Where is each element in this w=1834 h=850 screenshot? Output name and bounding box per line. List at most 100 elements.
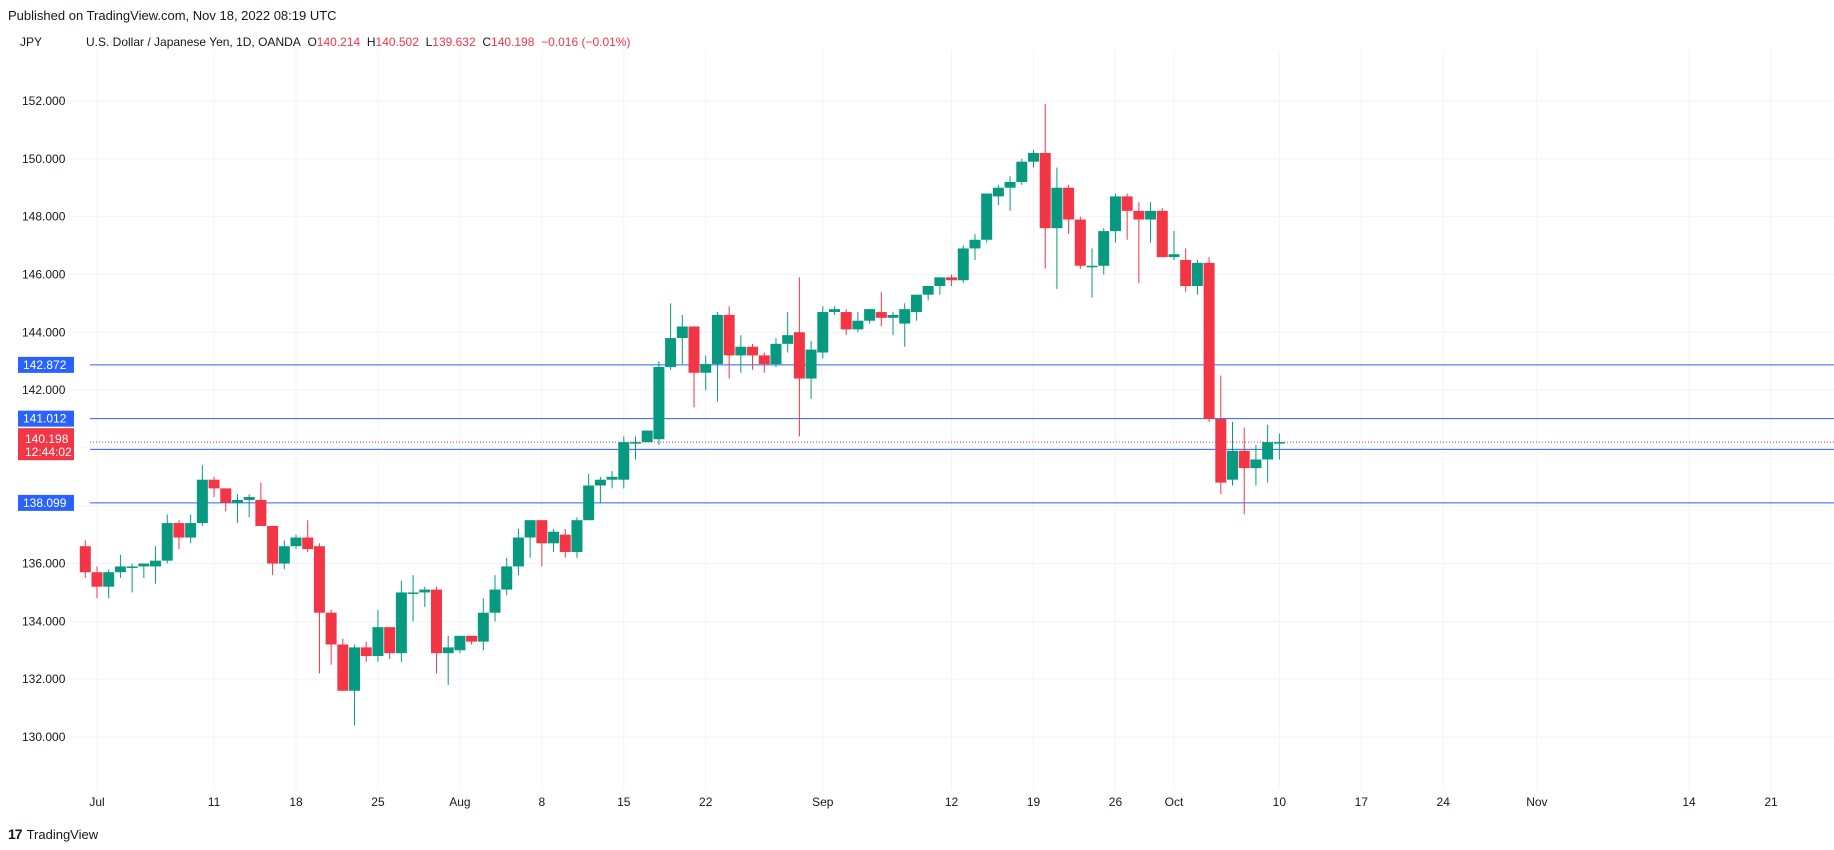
y-tick-label: 144.000 xyxy=(22,325,66,339)
price-tag-bg xyxy=(18,410,74,427)
candle-up xyxy=(477,612,489,642)
x-tick-label: Aug xyxy=(449,795,470,809)
close-label: C xyxy=(482,35,492,49)
candle-up xyxy=(442,647,454,654)
candle-down xyxy=(688,326,700,373)
candle-down xyxy=(723,314,735,356)
price-tags: 142.872141.012139.951138.099140.19812:44… xyxy=(18,356,74,511)
candle-up xyxy=(1004,181,1016,188)
x-tick-label: 25 xyxy=(371,795,385,809)
price-tag-label: 141.012 xyxy=(23,412,67,426)
candle-up xyxy=(594,479,606,486)
candle-down xyxy=(79,546,91,573)
candle-up xyxy=(1262,442,1274,460)
candle-up xyxy=(711,314,723,365)
x-tick-label: 18 xyxy=(289,795,303,809)
x-tick-label: 22 xyxy=(699,795,713,809)
candle-up xyxy=(676,326,688,339)
y-tick-label: 136.000 xyxy=(22,557,66,571)
candle-up xyxy=(150,560,162,567)
candle-down xyxy=(1063,187,1075,220)
footer: 17 TradingView xyxy=(8,826,98,842)
x-tick-label: 11 xyxy=(208,795,221,809)
high-label: H xyxy=(366,35,376,49)
candle-up xyxy=(185,523,197,538)
candle-down xyxy=(1238,450,1250,469)
y-tick-label: 152.000 xyxy=(22,94,66,108)
candle-down xyxy=(1121,196,1133,211)
candle-up xyxy=(817,312,829,353)
candle-up xyxy=(992,187,1004,197)
candle-up xyxy=(1191,262,1203,287)
candle-up xyxy=(1028,153,1040,162)
candle-down xyxy=(325,612,337,645)
candle-up xyxy=(665,338,677,367)
candle-up xyxy=(138,563,150,567)
candle-down xyxy=(559,534,571,552)
last-price-tag-bg xyxy=(18,428,74,461)
x-tick-label: 10 xyxy=(1273,795,1287,809)
candle-down xyxy=(1180,260,1192,287)
x-tick-label: 21 xyxy=(1764,795,1778,809)
candle-down xyxy=(747,346,759,356)
candle-down xyxy=(313,546,325,613)
y-tick-label: 130.000 xyxy=(22,730,66,744)
candle-up xyxy=(770,343,782,365)
x-tick-label: Sep xyxy=(812,795,834,809)
candle-up xyxy=(735,346,747,356)
instrument-name: U.S. Dollar / Japanese Yen, 1D, OANDA xyxy=(86,35,301,49)
candle-down xyxy=(1215,419,1227,483)
y-tick-label: 148.000 xyxy=(22,210,66,224)
candle-up xyxy=(1250,459,1262,469)
x-tick-label: 26 xyxy=(1109,795,1123,809)
candle-up xyxy=(243,497,255,500)
candles xyxy=(79,103,1285,726)
candle-up xyxy=(864,309,876,321)
x-tick-label: Nov xyxy=(1526,795,1547,809)
x-tick-label: 12 xyxy=(945,795,959,809)
candle-down xyxy=(875,312,887,318)
candle-up xyxy=(512,537,524,567)
candle-down xyxy=(1203,262,1215,419)
x-tick-label: 8 xyxy=(538,795,545,809)
candle-up xyxy=(1168,254,1180,258)
candle-down xyxy=(466,635,478,642)
y-tick-label: 142.000 xyxy=(22,383,66,397)
candle-up xyxy=(1145,210,1157,220)
candle-up xyxy=(1051,187,1063,229)
candle-up xyxy=(828,309,840,313)
candle-up xyxy=(1227,450,1239,480)
low-label: L xyxy=(425,35,433,49)
candle-up xyxy=(899,309,911,324)
candle-up xyxy=(782,335,794,344)
candle-up xyxy=(290,537,302,547)
candle-down xyxy=(758,355,770,365)
candle-up xyxy=(454,635,466,651)
candle-up xyxy=(583,485,595,521)
price-tag-label: 138.099 xyxy=(23,496,67,510)
candle-up xyxy=(524,520,536,538)
candle-down xyxy=(220,488,232,503)
candle-up xyxy=(196,479,208,524)
candle-down xyxy=(208,479,220,489)
x-tick-label: 14 xyxy=(1682,795,1696,809)
candle-up xyxy=(395,592,407,654)
candle-down xyxy=(91,572,103,587)
candle-up xyxy=(805,349,817,379)
low-value: 139.632 xyxy=(432,35,476,49)
candle-down xyxy=(1039,153,1051,229)
y-tick-label: 134.000 xyxy=(22,614,66,628)
candle-up xyxy=(606,476,618,480)
candle-up xyxy=(1098,231,1110,266)
candle-down xyxy=(173,523,185,538)
candle-up xyxy=(126,566,138,568)
candle-up xyxy=(618,442,630,480)
price-tag-label: 142.872 xyxy=(23,358,67,372)
horizontal-lines xyxy=(90,364,1834,504)
candle-up xyxy=(922,286,934,295)
x-tick-label: 17 xyxy=(1355,795,1369,809)
candle-down xyxy=(1133,210,1145,220)
open-label: O xyxy=(307,35,317,49)
candle-up xyxy=(349,647,361,691)
